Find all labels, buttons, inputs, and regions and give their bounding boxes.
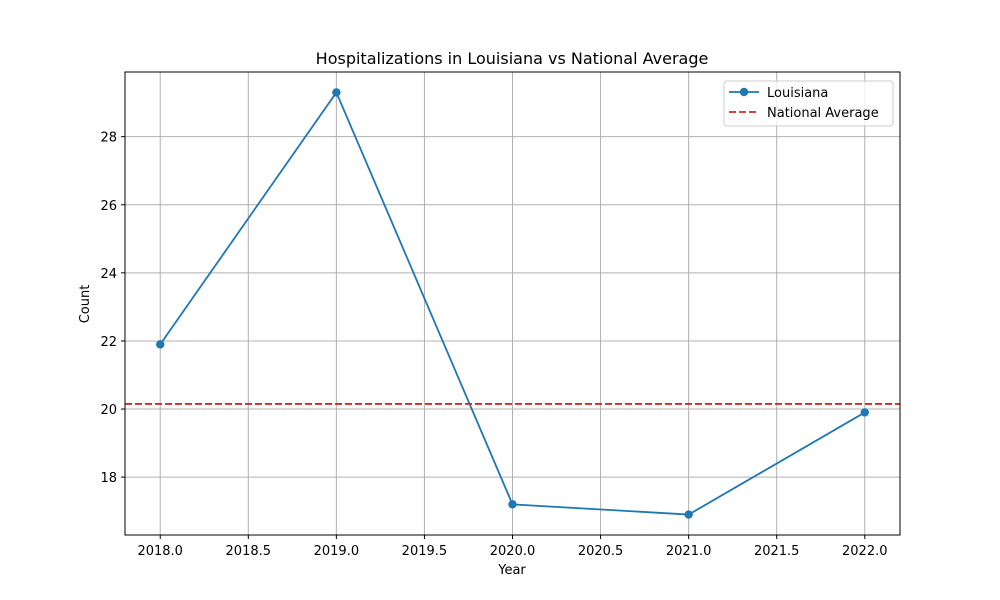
x-tick-label: 2019.5 <box>402 544 448 559</box>
x-tick-label: 2022.0 <box>842 544 888 559</box>
y-tick-label: 18 <box>100 471 117 486</box>
grid <box>125 72 900 535</box>
y-tick-label: 26 <box>100 199 117 214</box>
legend: Louisiana National Average <box>723 80 894 127</box>
y-axis: 18 20 22 24 26 28 <box>100 131 125 486</box>
legend-box <box>723 80 894 127</box>
x-tick-label: 2018.5 <box>226 544 272 559</box>
louisiana-point <box>508 500 517 509</box>
legend-label: Louisiana <box>767 86 828 101</box>
legend-marker <box>739 87 749 97</box>
plot-frame <box>124 71 901 536</box>
x-axis: 2018.0 2018.5 2019.0 2019.5 2020.0 2020.5 2021… <box>137 535 888 559</box>
louisiana-point <box>156 340 165 349</box>
y-tick-label: 20 <box>100 403 117 418</box>
x-tick-label: 2018.0 <box>137 544 183 559</box>
x-tick-label: 2019.0 <box>314 544 360 559</box>
x-tick-label: 2021.5 <box>754 544 800 559</box>
y-axis-label: Count <box>78 285 93 324</box>
x-axis-label: Year <box>497 563 526 578</box>
y-tick-label: 24 <box>100 267 117 282</box>
x-tick-label: 2021.0 <box>666 544 712 559</box>
x-tick-label: 2020.5 <box>578 544 624 559</box>
legend-label: National Average <box>767 106 879 121</box>
y-tick-label: 22 <box>100 335 117 350</box>
louisiana-point <box>860 408 869 417</box>
x-tick-label: 2020.0 <box>490 544 536 559</box>
louisiana-point <box>332 88 341 97</box>
chart-title: Hospitalizations in Louisiana vs Nationa… <box>316 49 709 68</box>
y-tick-label: 28 <box>100 131 117 146</box>
louisiana-point <box>684 510 693 519</box>
series-layer <box>125 88 900 519</box>
